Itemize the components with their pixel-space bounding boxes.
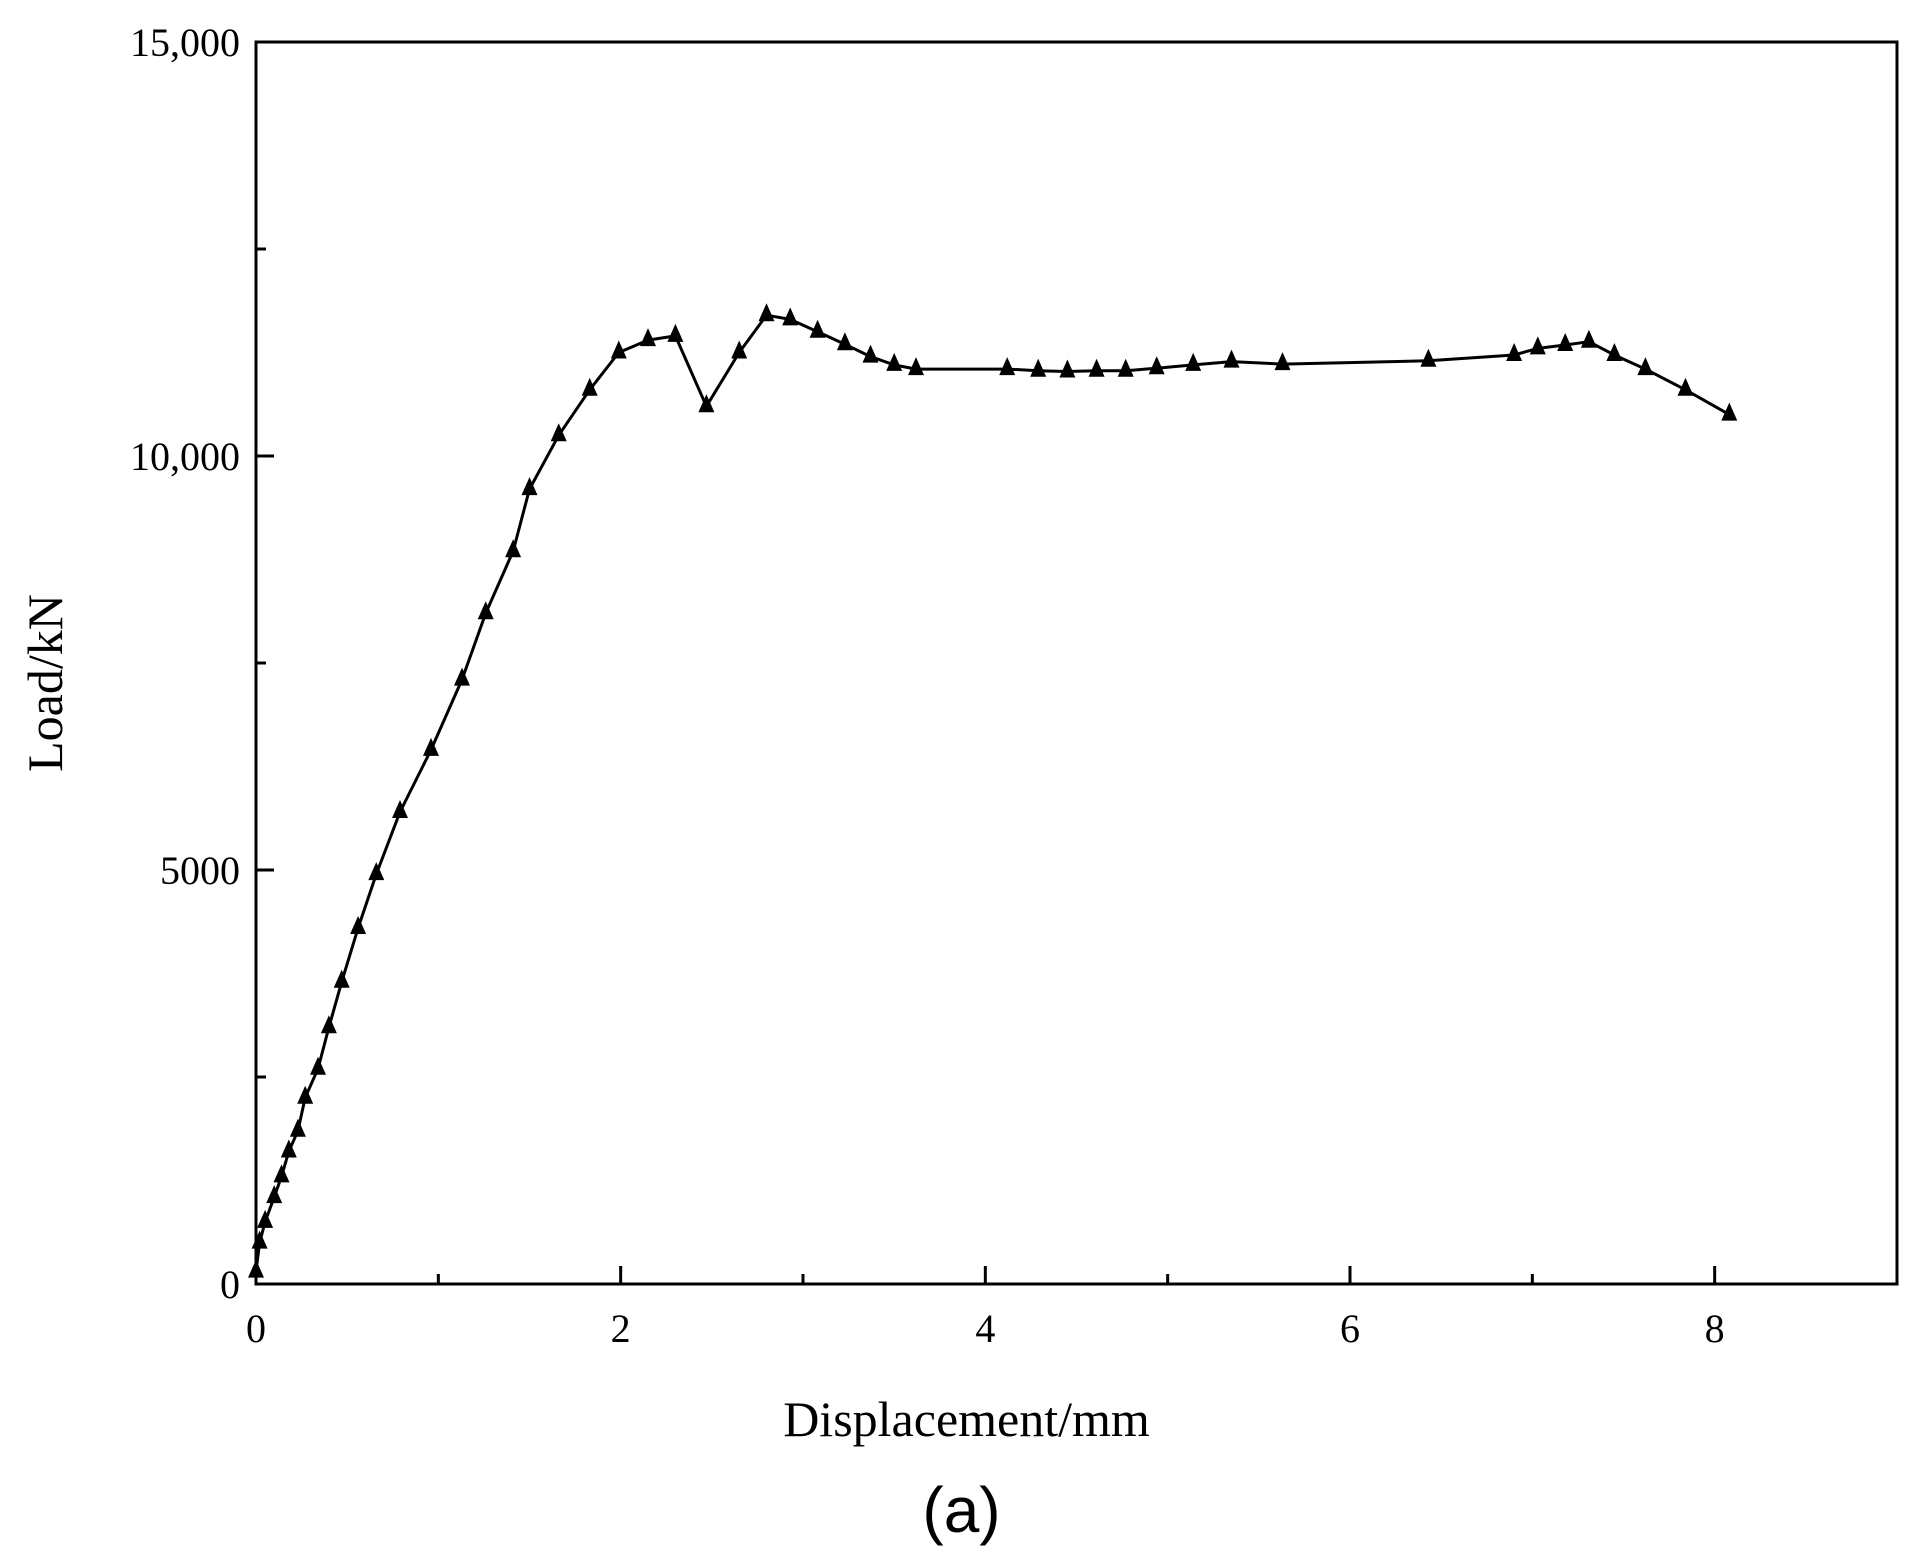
data-point-marker xyxy=(350,916,367,934)
data-point-marker xyxy=(320,1015,337,1034)
data-point-marker xyxy=(454,667,470,686)
y-axis-title: Load/kN xyxy=(17,594,73,772)
data-point-marker xyxy=(392,800,408,818)
data-point-marker xyxy=(667,323,684,342)
data-point-marker xyxy=(550,423,567,442)
data-point-marker xyxy=(640,328,656,347)
x-tick-label: 2 xyxy=(611,1306,631,1351)
data-point-marker xyxy=(1274,352,1291,371)
series-line xyxy=(254,313,1731,1272)
data-point-marker xyxy=(1088,358,1105,377)
x-tick-label: 0 xyxy=(246,1306,266,1351)
data-point-marker xyxy=(1606,343,1623,361)
data-point-marker xyxy=(999,357,1016,376)
panel-label: (a) xyxy=(922,1474,1000,1546)
series-layer xyxy=(248,303,1738,1278)
axis-ticks xyxy=(254,40,1899,1286)
data-point-marker xyxy=(1677,377,1694,396)
data-point-marker xyxy=(280,1139,297,1158)
data-point-marker xyxy=(477,601,494,620)
axis-tick-labels: 0 2 4 6 8 0 5000 10,000 15,000 xyxy=(130,20,1725,1351)
y-tick-label: 5000 xyxy=(160,848,240,893)
data-point-marker xyxy=(731,340,748,359)
data-point-marker xyxy=(333,969,350,988)
data-point-marker xyxy=(1637,357,1654,376)
data-point-marker xyxy=(698,394,715,413)
data-point-marker xyxy=(423,737,439,756)
data-point-marker xyxy=(289,1118,306,1137)
data-point-marker xyxy=(758,303,775,322)
data-point-marker xyxy=(836,332,853,351)
data-point-marker xyxy=(368,862,385,881)
x-tick-label: 8 xyxy=(1705,1306,1725,1351)
x-tick-label: 6 xyxy=(1340,1306,1360,1351)
data-point-marker xyxy=(1185,352,1202,371)
data-point-marker xyxy=(1148,356,1165,375)
data-point-marker xyxy=(610,340,627,359)
data-point-marker xyxy=(581,377,598,396)
data-point-marker xyxy=(297,1085,314,1104)
plot-frame xyxy=(254,40,1899,1286)
data-point-marker xyxy=(1506,343,1523,361)
data-point-marker xyxy=(257,1209,274,1228)
data-point-marker xyxy=(266,1185,283,1204)
data-point-marker xyxy=(251,1230,268,1249)
data-point-marker xyxy=(1030,358,1047,377)
data-point-marker xyxy=(1059,359,1076,378)
y-tick-label: 0 xyxy=(220,1262,240,1307)
data-point-marker xyxy=(862,344,879,363)
data-point-marker xyxy=(908,357,924,376)
data-point-marker xyxy=(1721,402,1738,421)
data-point-marker xyxy=(886,352,903,371)
data-point-marker xyxy=(505,539,522,558)
data-point-marker xyxy=(1117,358,1134,377)
y-tick-label: 15,000 xyxy=(130,20,240,65)
data-point-marker xyxy=(782,307,799,326)
x-axis-title: Displacement/mm xyxy=(783,1391,1150,1447)
data-point-marker xyxy=(1529,336,1546,355)
data-point-marker xyxy=(1420,348,1437,367)
y-tick-label: 10,000 xyxy=(130,434,240,479)
data-point-marker xyxy=(809,319,826,338)
data-point-marker xyxy=(310,1056,326,1075)
x-tick-label: 4 xyxy=(975,1306,995,1351)
data-point-marker xyxy=(1223,349,1240,368)
data-point-marker xyxy=(521,477,538,496)
data-point-marker xyxy=(1580,329,1597,348)
data-point-marker xyxy=(1557,333,1574,351)
data-point-marker xyxy=(273,1164,290,1183)
